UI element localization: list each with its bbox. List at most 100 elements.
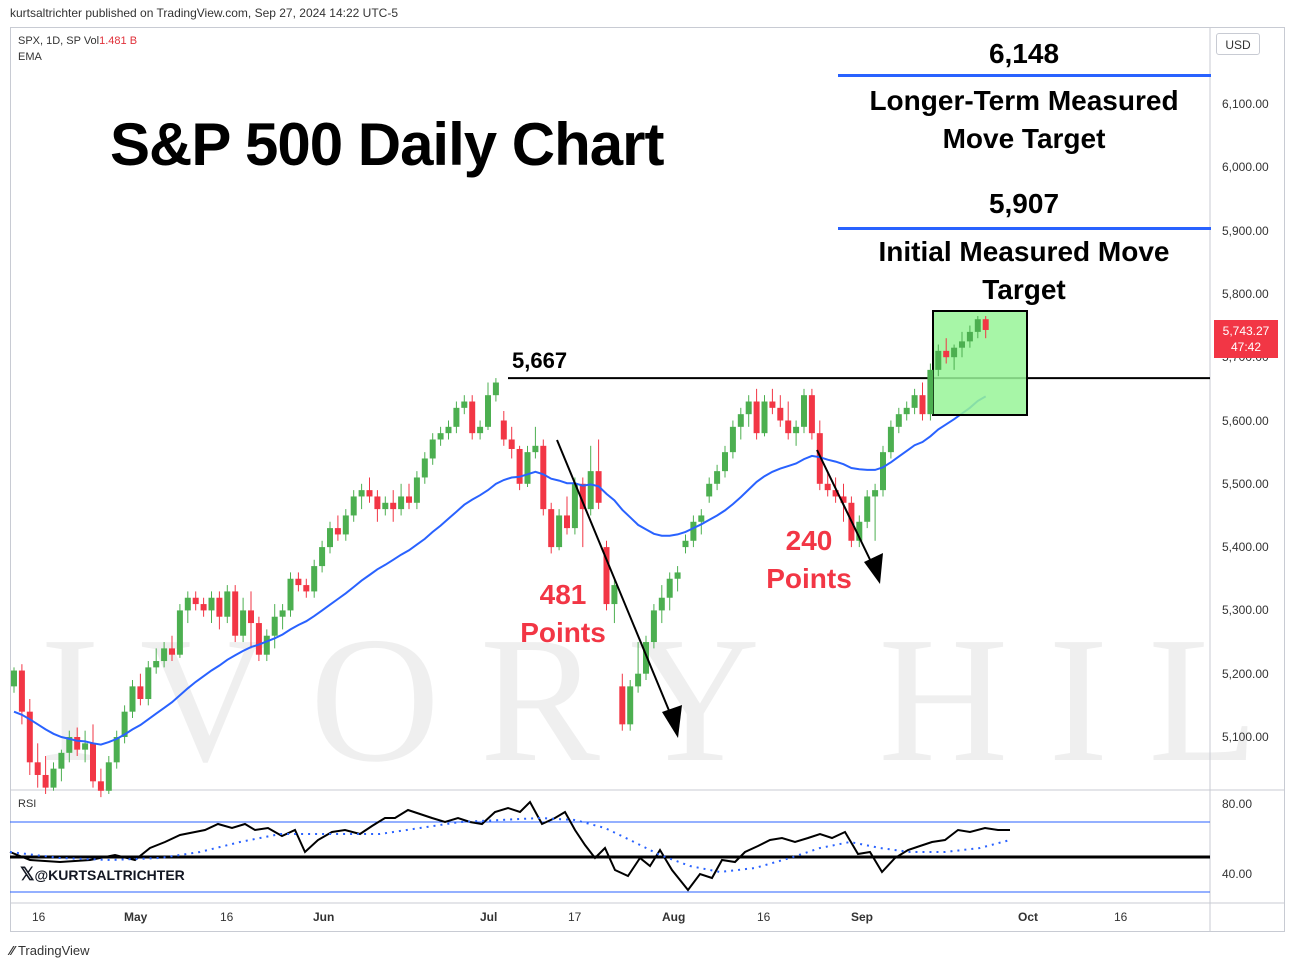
- candle-up: [105, 762, 112, 791]
- candle-up: [342, 515, 349, 535]
- candle-up: [437, 433, 444, 440]
- candle-down: [508, 439, 515, 449]
- candle-down: [564, 515, 570, 529]
- candle-down: [840, 496, 847, 503]
- candle-down: [500, 420, 507, 440]
- candle-up: [959, 341, 965, 348]
- candle-up: [398, 496, 405, 510]
- candle-down: [516, 448, 523, 484]
- tradingview-footer[interactable]: ⁄⁄ TradingView: [10, 943, 90, 958]
- candle-down: [42, 774, 49, 788]
- candle-down: [200, 604, 207, 611]
- candles-top-layer: [903, 316, 989, 421]
- candle-down: [390, 502, 397, 510]
- candle-up: [974, 319, 981, 332]
- candle-up: [666, 578, 673, 598]
- time-tick-label: Jun: [313, 910, 335, 924]
- candle-up: [279, 610, 286, 617]
- candle-down: [216, 597, 223, 617]
- rsi-line: [9, 800, 1010, 892]
- tradingview-brand: TradingView: [17, 943, 90, 958]
- candle-up: [271, 616, 278, 636]
- candle-up: [587, 471, 594, 510]
- candle-up: [82, 743, 89, 750]
- price-tick-label: 6,000.00: [1222, 160, 1269, 175]
- price-tick-label: 6,100.00: [1222, 97, 1269, 111]
- price-tick-label: 5,800.00: [1222, 286, 1269, 301]
- candle-down: [769, 401, 776, 408]
- candle-up: [903, 407, 910, 415]
- target-2-label: Initial Measured Move Target: [878, 236, 1170, 305]
- candle-up: [690, 521, 697, 541]
- candle-up: [421, 458, 428, 478]
- candle-up: [429, 439, 436, 459]
- svg-text:IVORY HILL: IVORY HILL: [40, 600, 1295, 799]
- price-tick-label: 5,500.00: [1222, 476, 1269, 491]
- candle-up: [966, 331, 973, 342]
- candle-up: [311, 566, 318, 592]
- candle-up: [793, 426, 800, 434]
- candle-down: [295, 578, 302, 586]
- candle-up: [358, 490, 365, 497]
- candle-up: [161, 648, 168, 662]
- drop-1-unit: Points: [520, 617, 606, 648]
- candle-up: [729, 426, 736, 453]
- target-2-line[interactable]: [838, 227, 1211, 230]
- time-tick-label: Aug: [662, 910, 686, 924]
- candle-up: [263, 635, 270, 655]
- chart-title: S&P 500 Daily Chart: [110, 111, 664, 178]
- time-tick-label: 16: [757, 910, 771, 924]
- symbol-legend[interactable]: SPX, 1D, SP Vol1.481 B: [18, 35, 137, 47]
- bar-countdown: 47:42: [1230, 340, 1262, 354]
- resistance-label: 5,667: [512, 348, 568, 373]
- candle-up: [856, 521, 863, 541]
- candle-up: [872, 490, 879, 497]
- candle-up: [722, 452, 728, 472]
- candle-down: [753, 401, 760, 434]
- volume-value: 1.481 B: [99, 35, 138, 47]
- candle-down: [540, 445, 547, 510]
- time-tick-label: Sep: [851, 910, 874, 924]
- candle-down: [26, 711, 33, 763]
- candle-up: [887, 426, 894, 453]
- candle-up: [611, 585, 618, 605]
- candle-up: [737, 414, 744, 427]
- candle-up: [240, 610, 247, 636]
- candle-down: [18, 670, 25, 712]
- target-1-line[interactable]: [838, 74, 1211, 77]
- price-tick-label: 5,100.00: [1222, 730, 1269, 744]
- candle-up: [761, 401, 768, 434]
- candle-up: [951, 347, 958, 358]
- candle-up: [650, 610, 657, 643]
- candle-down: [548, 509, 555, 548]
- candle-up: [571, 483, 578, 529]
- symbol-label: SPX, 1D, SP Vol: [18, 35, 100, 47]
- candle-down: [824, 483, 831, 491]
- candle-down: [943, 350, 950, 358]
- candle-up: [113, 737, 120, 763]
- candle-down: [334, 528, 341, 535]
- candle-up: [682, 540, 689, 548]
- candle-up: [224, 591, 231, 617]
- price-tick-label: 5,600.00: [1222, 413, 1269, 428]
- candle-down: [232, 591, 239, 636]
- publish-header: kurtsaltrichter published on TradingView…: [10, 6, 398, 20]
- candle-up: [327, 528, 333, 548]
- candle-up: [153, 661, 160, 668]
- ema-legend[interactable]: EMA: [18, 51, 42, 63]
- price-tick-label: 5,300.00: [1222, 603, 1269, 618]
- currency-button[interactable]: USD: [1216, 33, 1260, 55]
- drop-2-annotation: 240 Points: [749, 522, 869, 598]
- candle-up: [745, 401, 752, 415]
- time-tick-label: 16: [32, 910, 46, 924]
- candle-up: [801, 395, 807, 427]
- candle-down: [303, 585, 310, 592]
- candle-up: [643, 642, 649, 674]
- candle-up: [895, 414, 902, 427]
- candle-down: [919, 395, 926, 415]
- time-tick-label: 17: [568, 910, 582, 924]
- rsi-legend[interactable]: RSI: [18, 798, 37, 810]
- candle-up: [445, 426, 452, 434]
- candle-up: [319, 547, 326, 567]
